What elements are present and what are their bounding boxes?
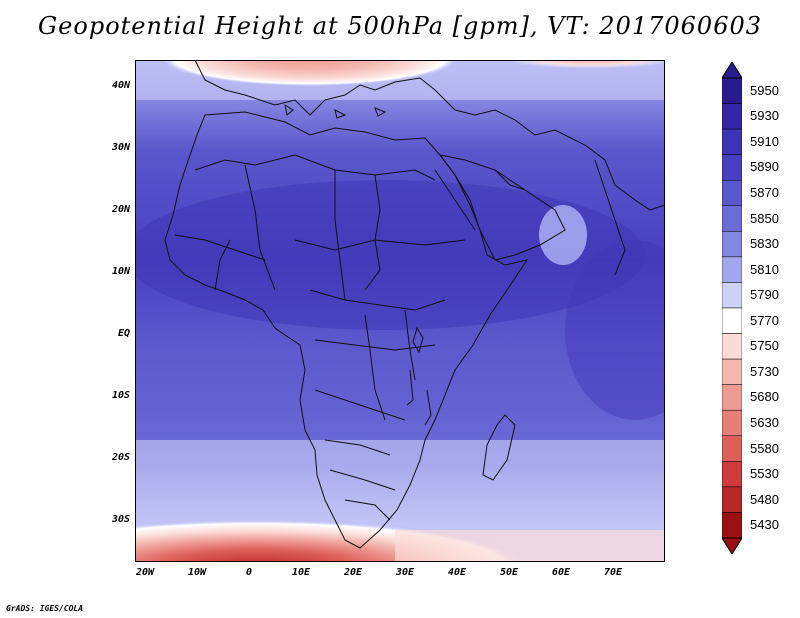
lon-label: 30E [395,567,415,578]
colorbar-level-label: 5480 [750,491,779,507]
colorbar-level-label: 5850 [750,210,779,226]
colorbar-level-label: 5770 [750,312,779,328]
colorbar-swatch [721,358,743,385]
credit-text: GrADS: IGES/COLA [6,604,84,613]
colorbar-swatch [721,307,743,334]
colorbar-swatch [721,282,743,309]
lat-label: 20N [111,204,130,215]
lat-label: 30S [111,514,130,525]
colorbar-swatch [721,179,743,207]
colorbar-level-label: 5630 [750,415,779,430]
lat-label: 20S [111,452,130,463]
ridge-region [135,180,645,330]
colorbar-swatch [721,231,743,258]
geopotential-map [135,60,665,562]
lat-label: 10S [111,390,130,401]
colorbar-top-arrow [721,61,743,79]
lat-label: 40N [111,80,130,91]
colorbar-level-label: 5750 [750,338,779,354]
colorbar-swatch [721,486,743,513]
colorbar-level-label: 5430 [750,517,779,533]
colorbar-level-label: 5580 [750,440,779,456]
map-title: Geopotential Height at 500hPa [gpm], VT:… [38,12,762,40]
colorbar-level-label: 5530 [750,466,779,482]
colorbar-level-label: 5870 [750,185,779,200]
colorbar-swatch [721,333,743,360]
lat-label: 30N [111,142,130,153]
colorbar-swatch [721,77,743,104]
colorbar-swatch [721,205,743,232]
lon-label: 60E [551,567,571,578]
lon-label: 20E [343,567,363,578]
colorbar-swatch [721,154,743,181]
lat-label: EQ [117,328,130,339]
lon-label: 40E [447,567,467,578]
map-frame [135,60,665,562]
colorbar-swatch [721,256,743,283]
lon-label: 50E [499,567,519,578]
lon-label: 10E [291,567,311,578]
colorbar-level-label: 5730 [750,363,779,379]
colorbar-level-label: 5890 [750,159,779,175]
coastlines [164,60,665,549]
colorbar [721,61,743,555]
colorbar-level-label: 5910 [750,133,779,149]
colorbar-swatch [721,461,743,488]
colorbar-swatch [721,103,743,130]
colorbar-swatch [721,409,743,437]
colorbar-swatch [721,435,743,462]
colorbar-level-label: 5830 [750,236,779,252]
lon-label: 70E [603,567,623,578]
colorbar-swatches [721,61,743,555]
lon-label: 0 [245,567,253,578]
colorbar-swatch [721,384,743,411]
map-canvas [135,60,665,562]
colorbar-level-label: 5950 [750,82,779,98]
colorbar-level-label: 5790 [750,287,779,303]
colorbar-swatch [721,128,743,155]
colorbar-level-label: 5810 [750,261,779,277]
lon-label: 10W [187,567,207,578]
colorbar-level-label: 5930 [750,108,779,124]
lon-label: 20W [135,567,155,578]
colorbar-level-label: 5680 [750,389,779,405]
colorbar-swatch [721,512,743,539]
colorbar-bottom-arrow [721,537,743,555]
lat-label: 10N [111,266,130,277]
